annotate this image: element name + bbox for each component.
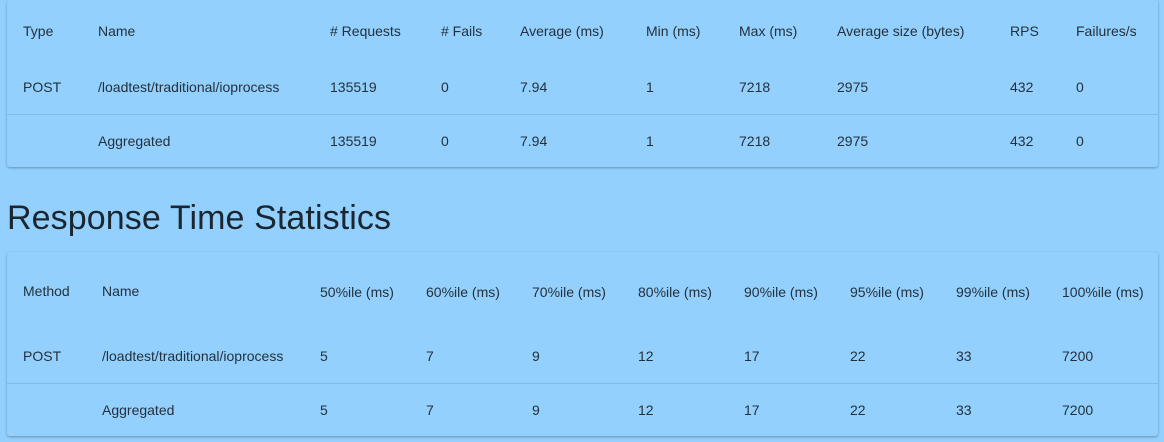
- header-p50[interactable]: 50%ile (ms): [320, 283, 394, 300]
- header-name[interactable]: Name: [98, 22, 136, 39]
- cell-average: 7.94: [520, 132, 548, 149]
- cell-type: POST: [23, 79, 62, 96]
- cell-p99: 33: [956, 348, 972, 365]
- table-row: POST /loadtest/traditional/ioprocess 135…: [7, 61, 1158, 114]
- header-rps[interactable]: RPS: [1010, 22, 1039, 39]
- response-time-table: Method Name 50%ile (ms) 60%ile (ms) 70%i…: [7, 252, 1158, 436]
- cell-p70: 9: [532, 401, 540, 418]
- cell-name: /loadtest/traditional/ioprocess: [102, 348, 284, 365]
- section-title-response-time: Response Time Statistics: [7, 199, 392, 237]
- cell-avg-size: 2975: [837, 79, 869, 96]
- cell-type: [7, 114, 82, 167]
- cell-failures-s: 0: [1076, 132, 1084, 149]
- cell-method: [7, 383, 86, 436]
- cell-min: 1: [646, 132, 654, 149]
- cell-p80: 12: [638, 348, 654, 365]
- header-avg-size[interactable]: Average size (bytes): [837, 22, 965, 39]
- cell-max: 7218: [739, 79, 771, 96]
- header-type[interactable]: Type: [23, 22, 54, 39]
- header-name[interactable]: Name: [102, 283, 140, 299]
- cell-avg-size: 2975: [837, 132, 869, 149]
- cell-name: Aggregated: [102, 401, 175, 418]
- cell-requests: 135519: [330, 79, 377, 96]
- cell-p90: 17: [744, 348, 760, 365]
- cell-method: POST: [23, 348, 62, 365]
- request-stats-table: Type Name # Requests # Fails Average (ms…: [7, 0, 1158, 167]
- cell-fails: 0: [441, 132, 449, 149]
- header-method[interactable]: Method: [23, 283, 70, 299]
- table-row-aggregated: Aggregated 135519 0 7.94 1 7218 2975 432…: [7, 114, 1158, 167]
- header-p90[interactable]: 90%ile (ms): [744, 283, 818, 300]
- cell-p99: 33: [956, 401, 972, 418]
- table-row: POST /loadtest/traditional/ioprocess 5 7…: [7, 330, 1158, 383]
- header-min[interactable]: Min (ms): [646, 22, 701, 39]
- header-p100[interactable]: 100%ile (ms): [1062, 283, 1144, 300]
- cell-average: 7.94: [520, 79, 548, 96]
- cell-p50: 5: [320, 401, 328, 418]
- header-failures-s[interactable]: Failures/s: [1076, 22, 1137, 39]
- cell-p80: 12: [638, 401, 654, 418]
- header-p80[interactable]: 80%ile (ms): [638, 283, 712, 300]
- cell-p50: 5: [320, 348, 328, 365]
- cell-p60: 7: [426, 348, 434, 365]
- header-average[interactable]: Average (ms): [520, 22, 604, 39]
- cell-p95: 22: [850, 348, 866, 365]
- cell-p90: 17: [744, 401, 760, 418]
- cell-p60: 7: [426, 401, 434, 418]
- cell-p70: 9: [532, 348, 540, 365]
- table-row-aggregated: Aggregated 5 7 9 12 17 22 33 7200: [7, 383, 1158, 436]
- response-time-card: Method Name 50%ile (ms) 60%ile (ms) 70%i…: [7, 252, 1158, 436]
- cell-min: 1: [646, 79, 654, 96]
- table-header-row: Type Name # Requests # Fails Average (ms…: [7, 0, 1158, 61]
- header-requests[interactable]: # Requests: [330, 22, 401, 39]
- request-stats-card: Type Name # Requests # Fails Average (ms…: [7, 0, 1158, 167]
- header-p95[interactable]: 95%ile (ms): [850, 283, 924, 300]
- header-fails[interactable]: # Fails: [441, 22, 483, 39]
- cell-p95: 22: [850, 401, 866, 418]
- cell-requests: 135519: [330, 132, 377, 149]
- header-p99[interactable]: 99%ile (ms): [956, 283, 1030, 300]
- cell-rps: 432: [1010, 132, 1034, 149]
- cell-fails: 0: [441, 79, 449, 96]
- header-p70[interactable]: 70%ile (ms): [532, 283, 606, 300]
- cell-max: 7218: [739, 132, 771, 149]
- cell-p100: 7200: [1062, 348, 1094, 365]
- cell-name: Aggregated: [98, 132, 171, 149]
- table-header-row: Method Name 50%ile (ms) 60%ile (ms) 70%i…: [7, 252, 1158, 330]
- cell-rps: 432: [1010, 79, 1034, 96]
- cell-failures-s: 0: [1076, 79, 1084, 96]
- cell-p100: 7200: [1062, 401, 1094, 418]
- header-p60[interactable]: 60%ile (ms): [426, 283, 500, 300]
- cell-name: /loadtest/traditional/ioprocess: [98, 79, 280, 96]
- header-max[interactable]: Max (ms): [739, 22, 798, 39]
